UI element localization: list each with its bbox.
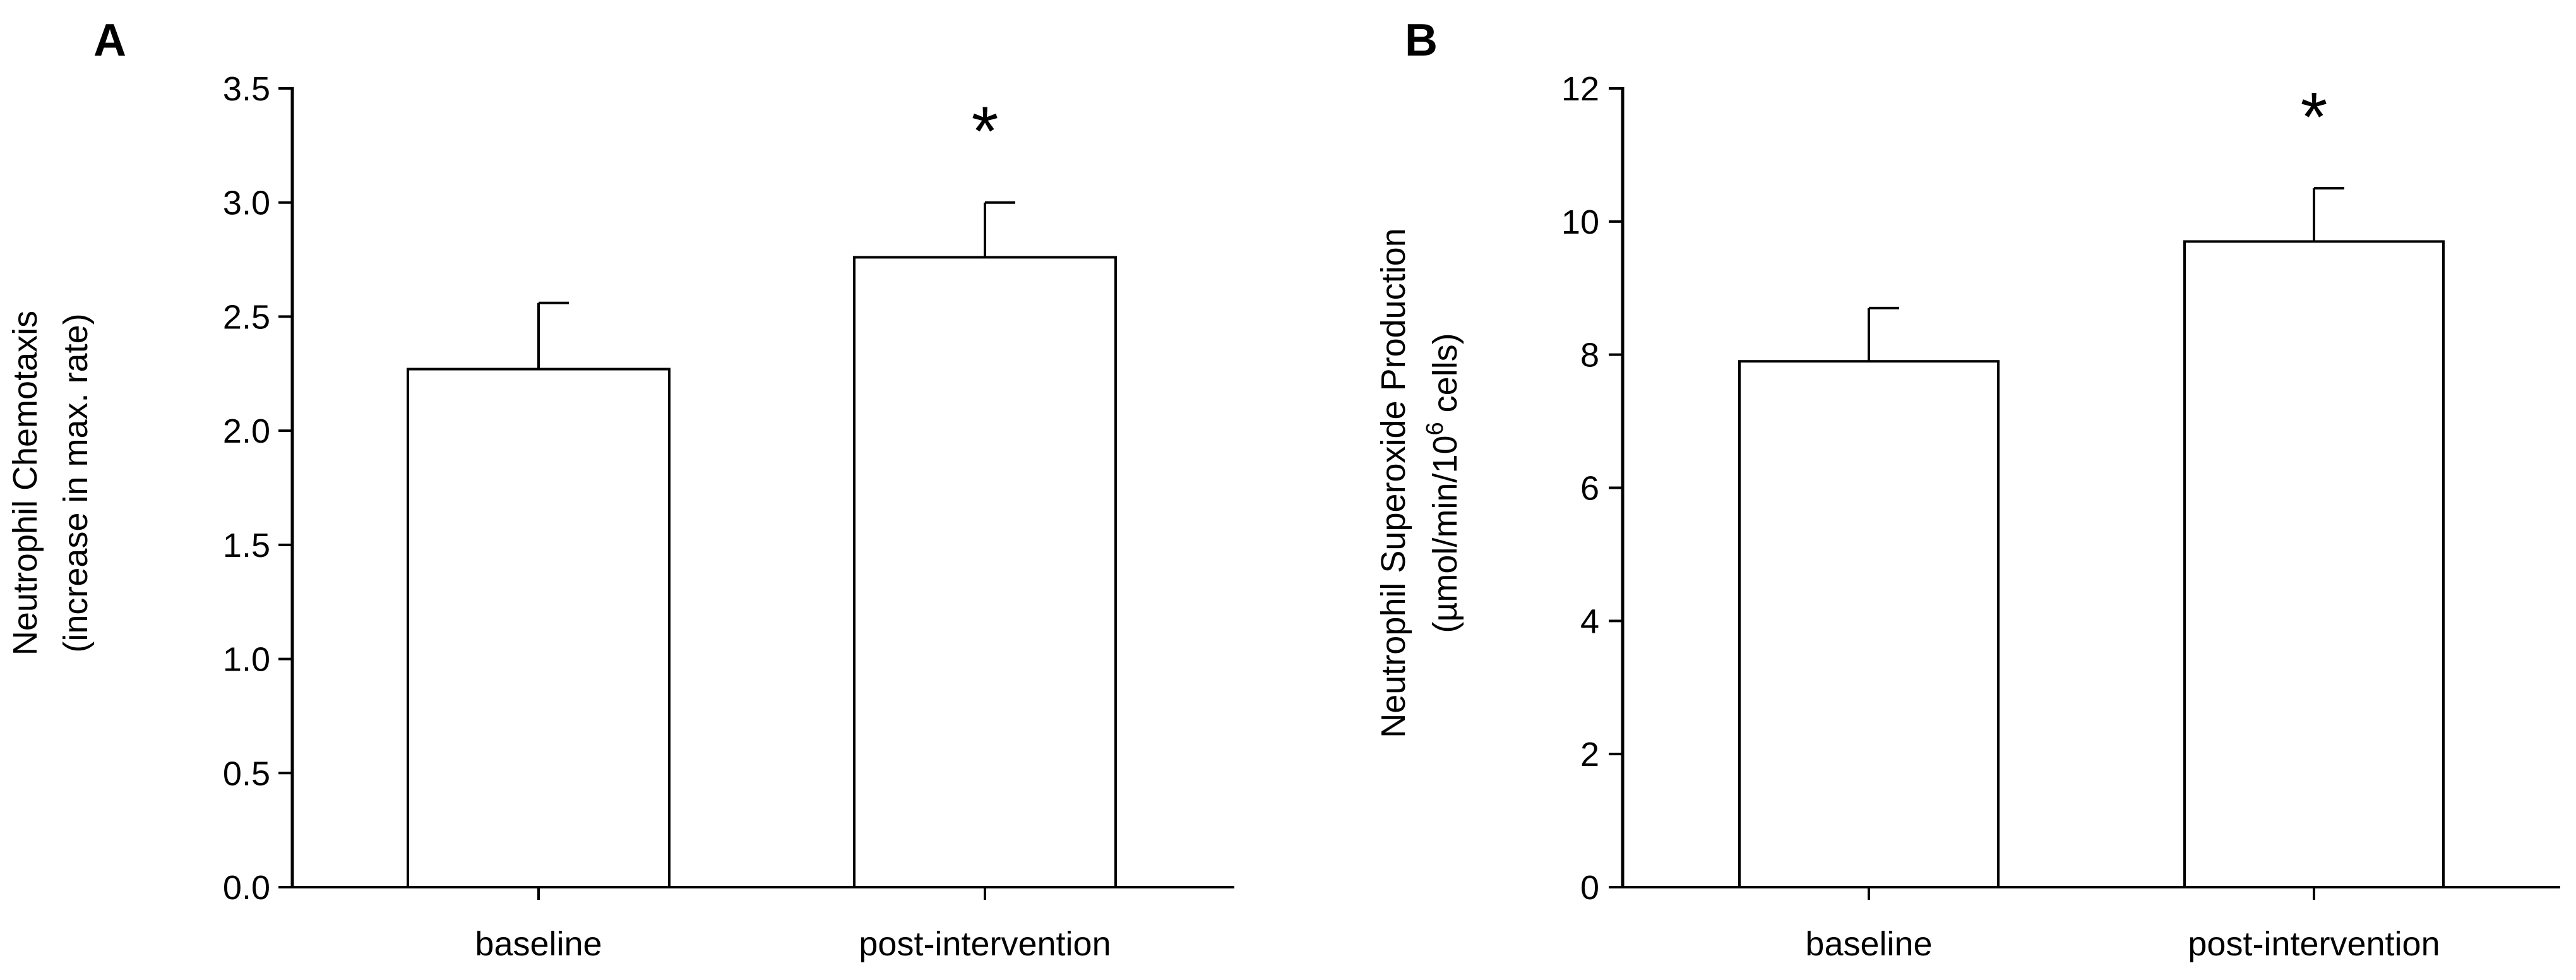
panel-b-category-label-1: post-intervention [2188,925,2440,963]
panel-a-y-tick-label: 2.0 [223,412,270,450]
panel-b-ylabel-exponent: 6 [1422,422,1448,435]
panel-b-bar-1 [2183,240,2445,889]
panel-b-y-tick-label: 12 [1561,70,1599,108]
panel-b-y-tick-label: 6 [1580,470,1599,508]
panel-b-significance-marker-1: * [2301,78,2328,156]
panel-b-y-tick-label: 8 [1580,337,1599,374]
panel-b-y-tick-label: 10 [1561,203,1599,241]
panel-a-category-label-1: post-intervention [859,925,1111,963]
panel-b-ylabel-unit-start: (µmol/min/10 [1426,435,1464,633]
panel-a-ylabel-line2: (increase in max. rate) [57,313,95,652]
panel-b-bar-0 [1738,360,2000,888]
panel-b: B Neutrophil Superoxide Production (µmol… [1374,15,2560,963]
panel-b-y-tick-label: 2 [1580,736,1599,774]
panel-b-category-label-0: baseline [1805,925,1932,963]
panel-a-category-label-0: baseline [475,925,602,963]
panel-b-y-tick-label: 4 [1580,602,1599,640]
panel-a-y-tick-label: 0.0 [223,869,270,907]
panel-b-ylabel-line1: Neutrophil Superoxide Production [1374,228,1412,738]
panel-a-y-tick-label: 3.0 [223,184,270,222]
panel-a-ylabel-line1: Neutrophil Chemotaxis [6,311,44,655]
panel-a-label: A [93,15,126,66]
panel-a-bar-0 [407,368,671,888]
panel-b-label: B [1405,15,1438,66]
panel-b-y-tick-label: 0 [1580,869,1599,907]
panel-a-y-tick-label: 1.5 [223,527,270,565]
panel-a: A Neutrophil Chemotaxis (increase in max… [6,15,1234,963]
panel-a-y-tick-label: 3.5 [223,70,270,108]
panel-b-ylabel-line2: (µmol/min/106 cells) [1422,333,1464,633]
panel-b-ylabel-unit-end: cells) [1426,333,1464,422]
panel-a-significance-marker-1: * [972,93,999,170]
panel-a-bar-1 [853,256,1117,888]
panel-a-y-tick-label: 1.0 [223,641,270,679]
panel-a-y-tick-label: 2.5 [223,298,270,336]
panel-a-y-tick-label: 0.5 [223,755,270,792]
